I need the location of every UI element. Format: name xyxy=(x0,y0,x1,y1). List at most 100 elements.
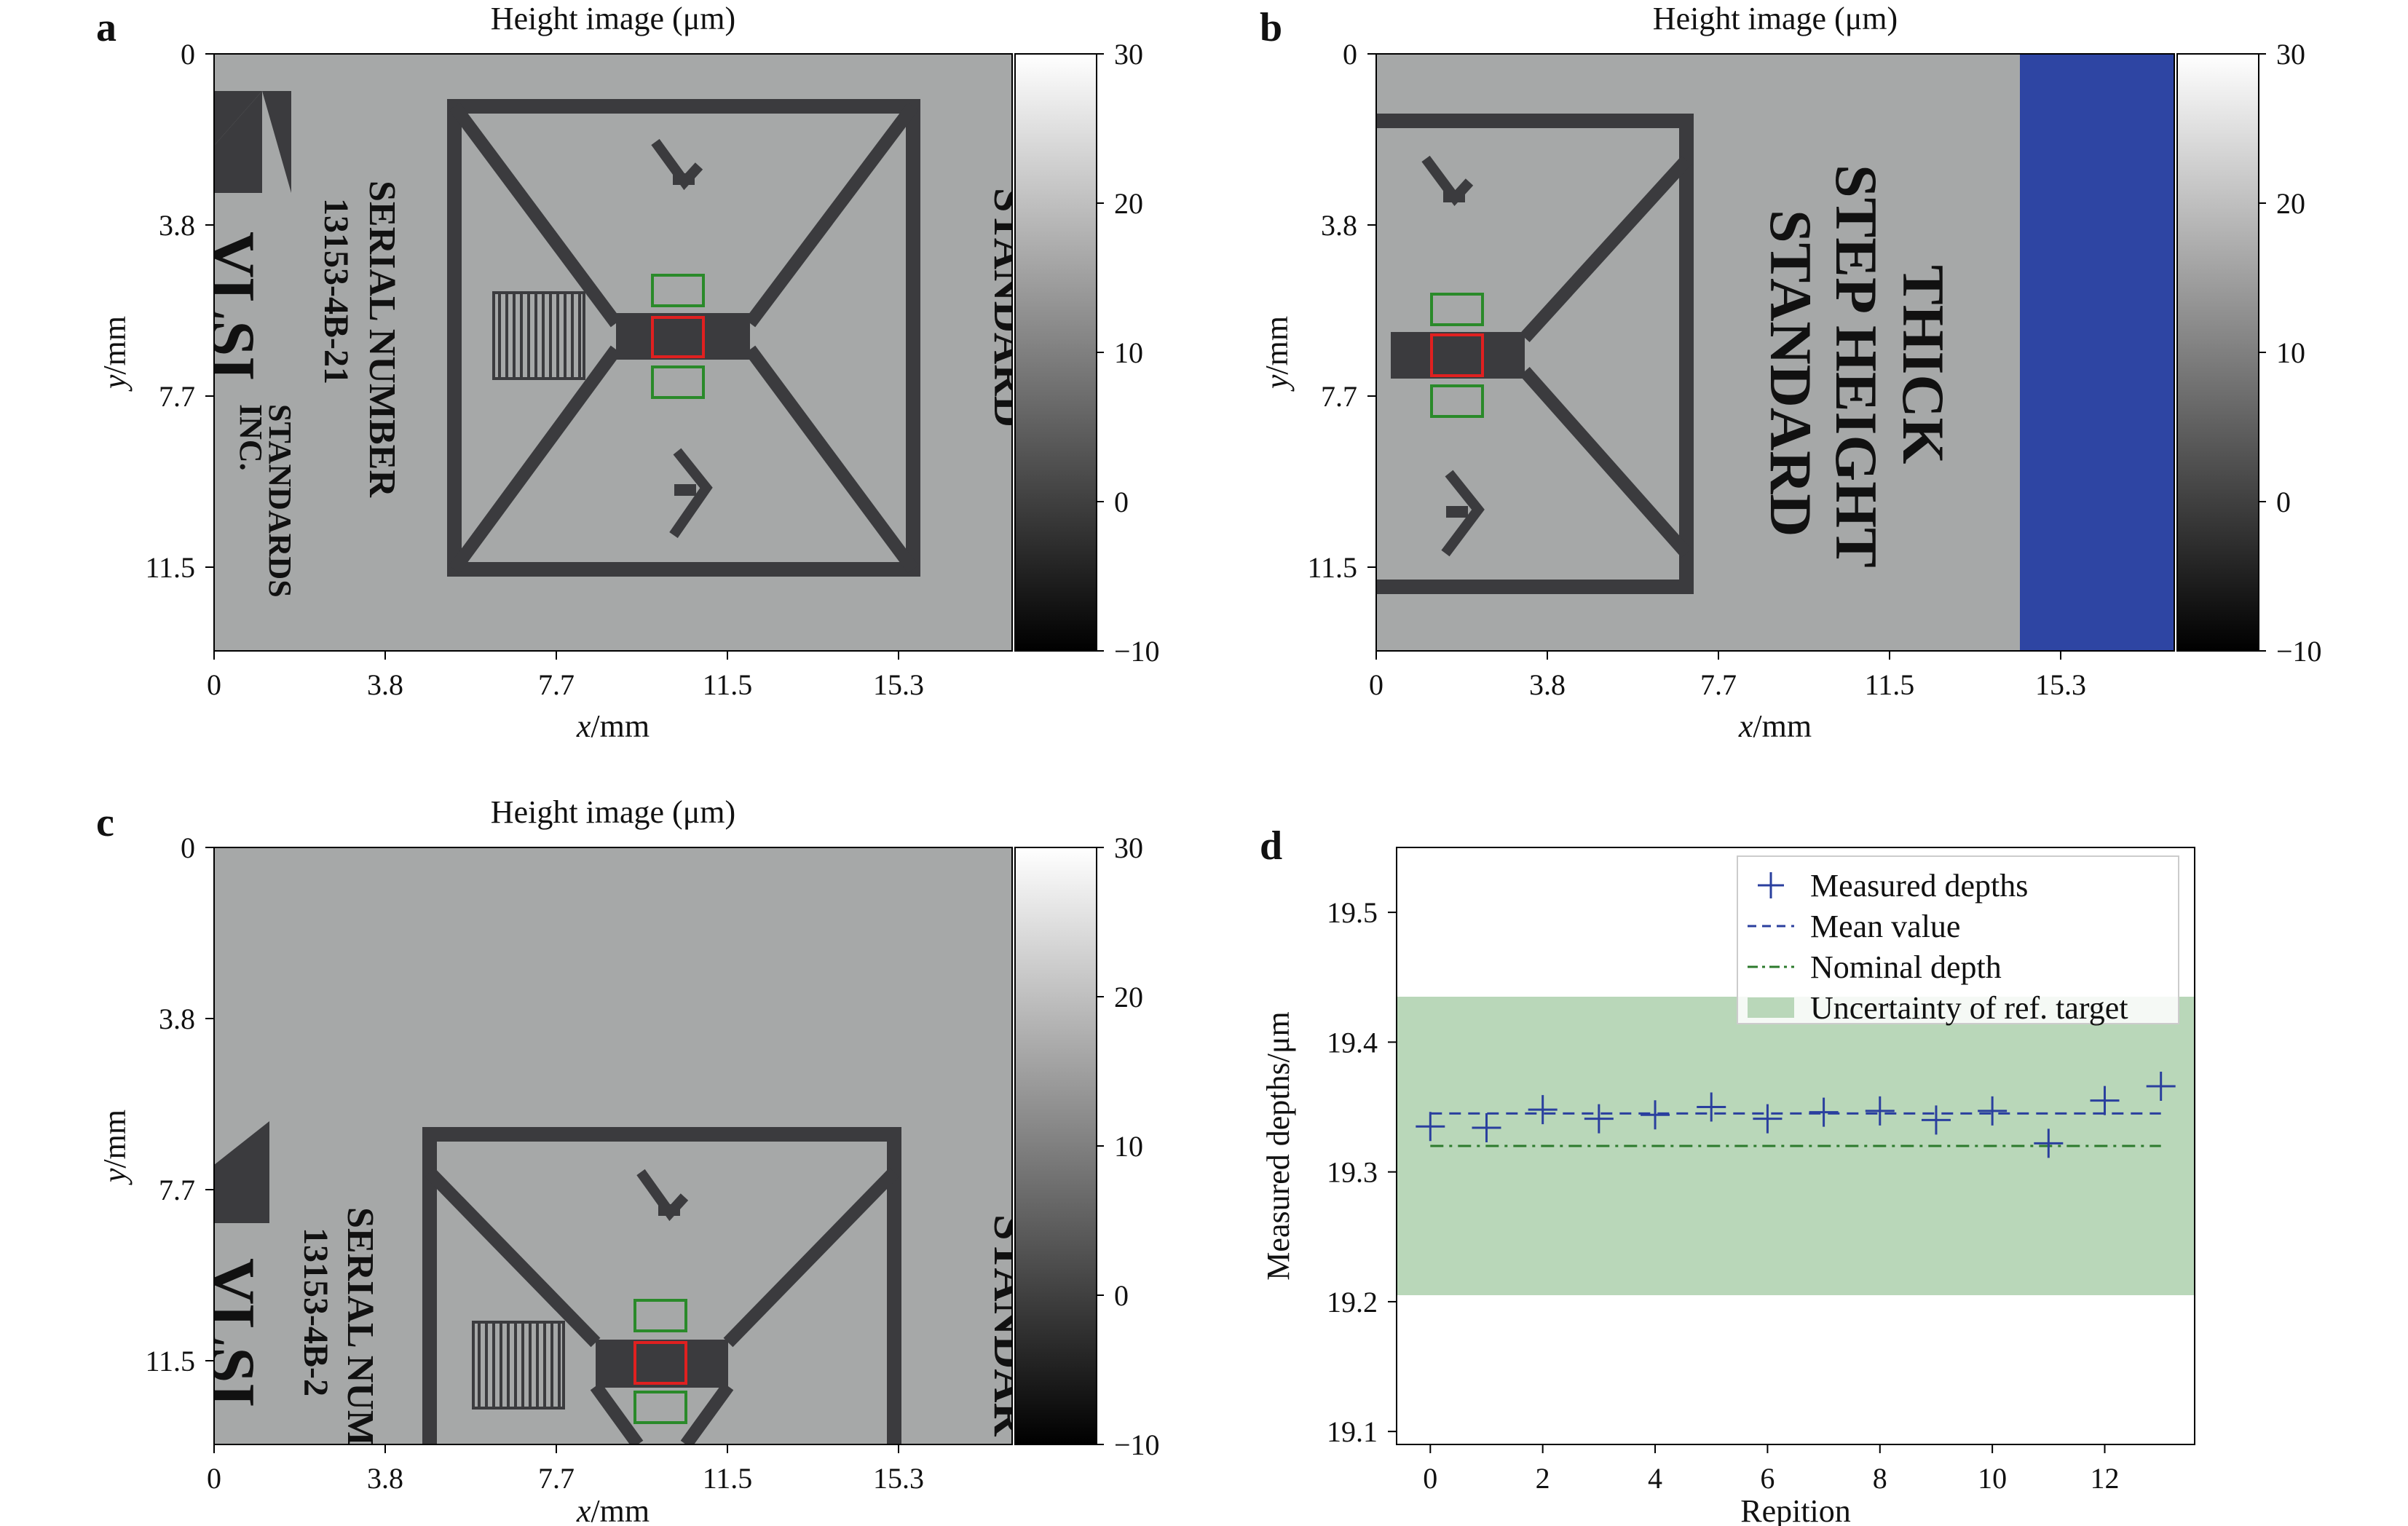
edge-word-c: STANDAR xyxy=(984,1214,1036,1436)
y-axis-label-c: y/mm xyxy=(97,1110,133,1185)
plot-frame-a xyxy=(213,53,1013,652)
frame-diagonal-c xyxy=(590,1382,644,1444)
y-tick-label: 7.7 xyxy=(1321,380,1357,413)
x-tick-label: 11.5 xyxy=(703,668,753,701)
maker-line1-a: STANDARDS xyxy=(262,404,298,598)
panel-letter-d: d xyxy=(1260,823,1282,869)
y-axis-label-a: y/mm xyxy=(97,316,133,392)
panel-a: a Height image (μm) xyxy=(96,1,1160,744)
colorbar-b xyxy=(2176,53,2259,652)
step-pad-a xyxy=(616,313,750,360)
panel-b: b Height image (μm) THICK STEP HEIGHT ST… xyxy=(1259,1,2322,744)
x-tick-label: 2 xyxy=(1536,1462,1550,1495)
colorbar-ticks-a: 30 20 10 0 −10 xyxy=(1097,38,1160,668)
roi-red-a xyxy=(651,316,705,358)
colorbar-tick-label: 0 xyxy=(2276,486,2291,518)
legend-label: Mean value xyxy=(1810,909,1960,944)
height-image-a: SERIAL NUMBER 13153-4B-21 VLSI STANDARDS… xyxy=(197,54,1033,651)
legend-label: Uncertainty of ref. target xyxy=(1810,990,2128,1026)
legend-box xyxy=(1737,855,2179,1024)
vlsi-logo-text-a: VLSI xyxy=(197,232,267,381)
colorbar-tick-label: 20 xyxy=(1114,187,1143,220)
colorbar-tick-label: 0 xyxy=(1114,1279,1129,1312)
height-image-c: SERIAL NUM 13153-4B-2 VLSI STANDAR xyxy=(214,847,1036,1446)
x-axis-label-c: x/mm xyxy=(576,1493,650,1526)
y-tick-label: 0 xyxy=(1343,38,1357,71)
x-tick-label: 15.3 xyxy=(873,668,924,701)
roi-green-top-b xyxy=(1430,293,1484,326)
x-tick-label: 10 xyxy=(1978,1462,2007,1495)
sample-line1-b: THICK xyxy=(1890,265,1957,464)
chevron-bar-c xyxy=(658,1204,680,1216)
frame-square-b xyxy=(1376,114,1694,594)
x-tick-label: 15.3 xyxy=(2035,668,2086,701)
data-point xyxy=(2034,1128,2064,1158)
panel-b-title: Height image (μm) xyxy=(1653,1,1898,36)
data-point xyxy=(1697,1092,1726,1122)
sample-line3-b: STANDARD xyxy=(1758,210,1824,537)
colorbar-tick-label: 30 xyxy=(1114,831,1143,864)
colorbar-tick-label: 30 xyxy=(2276,38,2305,71)
data-point xyxy=(1809,1097,1839,1127)
data-point xyxy=(1416,1112,1445,1142)
y-axis-var: y xyxy=(97,374,133,392)
chevron-bar-b xyxy=(1446,506,1468,518)
logo-block-a xyxy=(214,91,262,193)
plot-frame-d xyxy=(1396,847,2195,1445)
edge-word-a: STANDARD xyxy=(985,188,1033,427)
panel-letter-b: b xyxy=(1260,5,1282,50)
x-ticks-c: 0 3.8 7.7 11.5 15.3 xyxy=(207,1444,924,1495)
height-image-b: THICK STEP HEIGHT STANDARD xyxy=(1376,54,2174,651)
data-point xyxy=(1584,1104,1614,1134)
roi-green-bottom-c xyxy=(633,1391,687,1424)
plot-frame-b xyxy=(1375,53,2175,652)
colorbar-tick-label: 30 xyxy=(1114,38,1143,71)
panel-a-title: Height image (μm) xyxy=(491,1,735,36)
colorbar-tick-label: 10 xyxy=(2276,336,2305,369)
y-tick-label: 7.7 xyxy=(159,1174,195,1206)
y-axis-label-b: y/mm xyxy=(1259,316,1295,392)
y-tick-label: 11.5 xyxy=(145,551,195,584)
frame-diagonal-a xyxy=(449,345,622,574)
frame-diagonal-c xyxy=(680,1382,734,1444)
x-tick-label: 7.7 xyxy=(538,1462,575,1495)
y-ticks-a: 0 3.8 7.7 11.5 xyxy=(145,38,214,584)
data-point xyxy=(1528,1095,1558,1125)
step-pad-c xyxy=(596,1340,728,1388)
x-tick-label: 6 xyxy=(1760,1462,1775,1495)
data-point xyxy=(2146,1072,2176,1101)
logo-cut-c xyxy=(214,1121,269,1165)
chevron-mark-a xyxy=(669,448,713,538)
x-tick-label: 11.5 xyxy=(703,1462,753,1495)
serial-label-a: SERIAL NUMBER xyxy=(361,181,403,498)
frame-square-a xyxy=(447,99,920,577)
colorbar-a xyxy=(1014,53,1097,652)
plot-frame-c xyxy=(213,847,1013,1445)
roi-red-c xyxy=(633,1341,687,1385)
grating-comb-a xyxy=(492,291,585,380)
colorbar-c xyxy=(1014,847,1097,1445)
data-point xyxy=(2090,1086,2120,1115)
frame-diagonal-b xyxy=(1520,367,1691,558)
panel-d: d 0 2 4 6 8 10 12 19.1 19.2 19.3 19.4 19.5 Repition M… xyxy=(1260,823,2195,1526)
x-tick-label: 3.8 xyxy=(1529,668,1566,701)
frame-diagonal-a xyxy=(449,102,622,328)
frame-diagonal-b xyxy=(1520,155,1691,343)
chevron-mark-b xyxy=(1441,470,1485,557)
panel-letter-a: a xyxy=(96,5,117,50)
serial-label-c: SERIAL NUM xyxy=(339,1207,381,1446)
y-tick-label: 3.8 xyxy=(159,1003,195,1035)
colorbar-ticks-b: 30 20 10 0 −10 xyxy=(2259,38,2322,668)
frame-diagonal-a xyxy=(744,345,919,574)
x-tick-label: 15.3 xyxy=(873,1462,924,1495)
roi-green-bottom-b xyxy=(1430,384,1484,418)
y-axis-var: y xyxy=(1259,374,1295,392)
x-tick-label: 3.8 xyxy=(367,668,403,701)
x-tick-label: 0 xyxy=(1369,668,1383,701)
colorbar-tick-label: 20 xyxy=(2276,187,2305,220)
x-tick-label: 0 xyxy=(1423,1462,1437,1495)
x-tick-label: 12 xyxy=(2091,1462,2120,1495)
y-tick-label: 11.5 xyxy=(1307,551,1357,584)
y-tick-label: 7.7 xyxy=(159,380,195,413)
y-ticks-b: 0 3.8 7.7 11.5 xyxy=(1307,38,1376,584)
